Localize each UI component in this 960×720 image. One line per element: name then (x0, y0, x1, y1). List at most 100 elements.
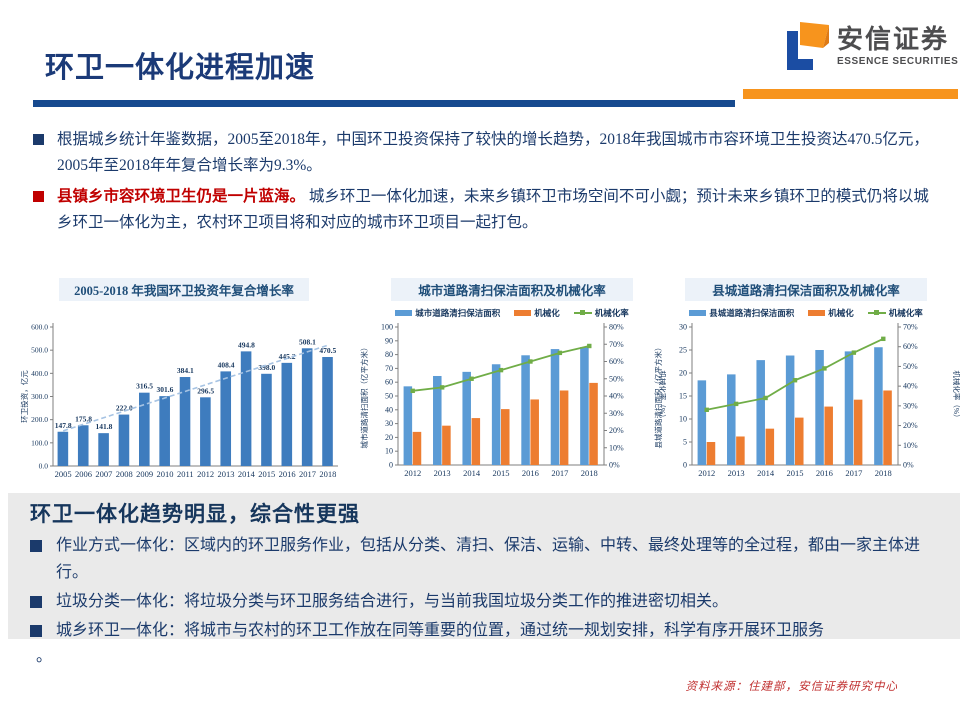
svg-text:30: 30 (679, 323, 687, 332)
svg-text:40%: 40% (903, 382, 918, 391)
svg-text:2012: 2012 (197, 469, 214, 479)
legend-label: 机械化率 (594, 307, 629, 318)
svg-text:40: 40 (385, 405, 393, 414)
svg-text:60: 60 (385, 378, 393, 387)
intro-bullet-2-highlight: 县镇乡市容环境卫生仍是一片蓝海。 (57, 188, 306, 205)
svg-text:398.0: 398.0 (258, 363, 275, 372)
svg-text:10: 10 (679, 415, 687, 424)
legend-item: 机械化率 (867, 307, 923, 319)
bullet-square-icon (30, 625, 42, 637)
intro-bullet-2: 县镇乡市容环境卫生仍是一片蓝海。 城乡环卫一体化加速，未来乡镇环卫市场空间不可小… (33, 184, 940, 236)
legend-label: 县城道路清扫保洁面积 (709, 307, 795, 318)
svg-text:70: 70 (385, 364, 393, 373)
svg-text:40%: 40% (609, 392, 624, 401)
page-title: 环卫一体化进程加速 (45, 52, 316, 84)
intro-section: 根据城乡统计年鉴数据，2005至2018年，中国环卫投资保持了较快的增长趋势，2… (33, 127, 940, 241)
svg-text:70%: 70% (903, 323, 918, 332)
svg-text:2018: 2018 (581, 468, 598, 478)
svg-text:机械化率（%）: 机械化率（%） (952, 370, 960, 421)
logo-mark-icon (783, 22, 831, 72)
svg-text:408.4: 408.4 (218, 360, 235, 369)
svg-text:50: 50 (385, 392, 393, 401)
svg-text:100.0: 100.0 (31, 438, 48, 447)
svg-text:494.8: 494.8 (238, 340, 255, 349)
svg-text:301.6: 301.6 (157, 385, 174, 394)
svg-text:296.5: 296.5 (197, 386, 214, 395)
legend-bar-swatch-icon (395, 309, 413, 316)
svg-text:15: 15 (679, 392, 687, 401)
svg-text:环卫投资，亿元: 环卫投资，亿元 (19, 370, 29, 423)
svg-text:141.8: 141.8 (95, 422, 112, 431)
svg-text:20: 20 (679, 369, 687, 378)
svg-text:2018: 2018 (875, 468, 892, 478)
svg-text:2014: 2014 (757, 468, 775, 478)
svg-text:2015: 2015 (493, 468, 510, 478)
summary-bullet-3: 城乡环卫一体化：将城市与农村的环卫工作放在同等重要的位置，通过统一规划安排，科学… (30, 617, 942, 644)
legend-line-swatch-icon (867, 310, 886, 315)
svg-text:2013: 2013 (434, 468, 451, 478)
svg-text:316.5: 316.5 (136, 382, 153, 391)
intro-bullet-1: 根据城乡统计年鉴数据，2005至2018年，中国环卫投资保持了较快的增长趋势，2… (33, 127, 940, 179)
svg-text:2014: 2014 (238, 469, 256, 479)
legend-label: 城市道路清扫保洁面积 (415, 307, 501, 318)
bullet-square-icon (33, 134, 44, 145)
svg-text:80%: 80% (609, 323, 624, 332)
logo-name-en: ESSENCE SECURITIES (837, 56, 959, 67)
svg-text:0.0: 0.0 (39, 462, 49, 471)
chart-legend: 城市道路清扫保洁面积 机械化 机械化率 (358, 305, 666, 320)
chart-county-road-sweeping: 县城道路清扫保洁面积及机械化率 县城道路清扫保洁面积 机械化 机械化率 0 5 10 15… (652, 272, 960, 490)
svg-text:县城道路清扫面积（亿平方米）: 县城道路清扫面积（亿平方米） (653, 344, 663, 449)
svg-text:80: 80 (385, 350, 393, 359)
svg-text:60%: 60% (609, 357, 624, 366)
svg-text:600.0: 600.0 (31, 323, 48, 332)
chart-investment-cagr: 2005-2018 年我国环卫投资年复合增长率 0.0 100.0 200.0 300… (18, 272, 350, 490)
svg-text:2006: 2006 (75, 469, 92, 479)
legend-label: 机械化 (534, 307, 560, 318)
svg-text:0: 0 (389, 461, 393, 470)
svg-text:30: 30 (385, 419, 393, 428)
svg-text:384.1: 384.1 (177, 366, 194, 375)
svg-text:60%: 60% (903, 342, 918, 351)
summary-bullet-1-text: 作业方式一体化：区域内的环卫服务作业，包括从分类、清扫、保洁、运输、中转、最终处… (56, 537, 921, 581)
svg-text:10: 10 (385, 447, 393, 456)
company-logo: 安信证券 ESSENCE SECURITIES (783, 22, 958, 72)
intro-bullet-1-text: 根据城乡统计年鉴数据，2005至2018年，中国环卫投资保持了较快的增长趋势，2… (57, 131, 929, 174)
trailing-period: 。 (36, 648, 53, 665)
svg-text:2016: 2016 (522, 468, 539, 478)
svg-text:2013: 2013 (218, 469, 235, 479)
chart-title: 城市道路清扫保洁面积及机械化率 (391, 278, 633, 301)
svg-text:90: 90 (385, 336, 393, 345)
svg-text:400.0: 400.0 (31, 369, 48, 378)
bullet-square-icon (33, 191, 44, 202)
legend-item: 机械化 (808, 307, 854, 319)
bullet-square-icon (30, 540, 42, 552)
source-note: 资料来源：住建部，安信证券研究中心 (685, 681, 898, 693)
svg-text:20%: 20% (903, 421, 918, 430)
logo-text: 安信证券 ESSENCE SECURITIES (837, 22, 958, 67)
legend-bar-swatch-icon (689, 309, 707, 316)
svg-text:10%: 10% (609, 443, 624, 452)
summary-bullet-2: 垃圾分类一体化：将垃圾分类与环卫服务结合进行，与当前我国垃圾分类工作的推进密切相… (30, 588, 942, 615)
svg-text:70%: 70% (609, 340, 624, 349)
svg-text:500.0: 500.0 (31, 346, 48, 355)
svg-text:2012: 2012 (698, 468, 715, 478)
svg-text:2005: 2005 (55, 469, 72, 479)
svg-text:50%: 50% (609, 374, 624, 383)
bullet-square-icon (30, 596, 42, 608)
chart-county-plot: 0 5 10 15 20 25 30 0% 10% 20% 30% 40% 50% 60% 70% 2012 2… (653, 323, 960, 479)
svg-text:25: 25 (679, 346, 687, 355)
svg-text:2015: 2015 (258, 469, 275, 479)
svg-text:2017: 2017 (551, 468, 568, 478)
svg-text:5: 5 (683, 438, 687, 447)
svg-text:445.2: 445.2 (279, 352, 296, 361)
chart-city-road-sweeping: 城市道路清扫保洁面积及机械化率 城市道路清扫保洁面积 机械化 机械化率 0 10 20 3… (358, 272, 666, 490)
svg-text:2018: 2018 (319, 469, 336, 479)
svg-text:机械化率（%）: 机械化率（%） (658, 370, 666, 421)
svg-text:20%: 20% (609, 426, 624, 435)
legend-line-swatch-icon (573, 310, 592, 315)
summary-bullet-1: 作业方式一体化：区域内的环卫服务作业，包括从分类、清扫、保洁、运输、中转、最终处… (30, 532, 942, 586)
legend-marker-icon (874, 310, 880, 315)
svg-text:2010: 2010 (156, 469, 173, 479)
